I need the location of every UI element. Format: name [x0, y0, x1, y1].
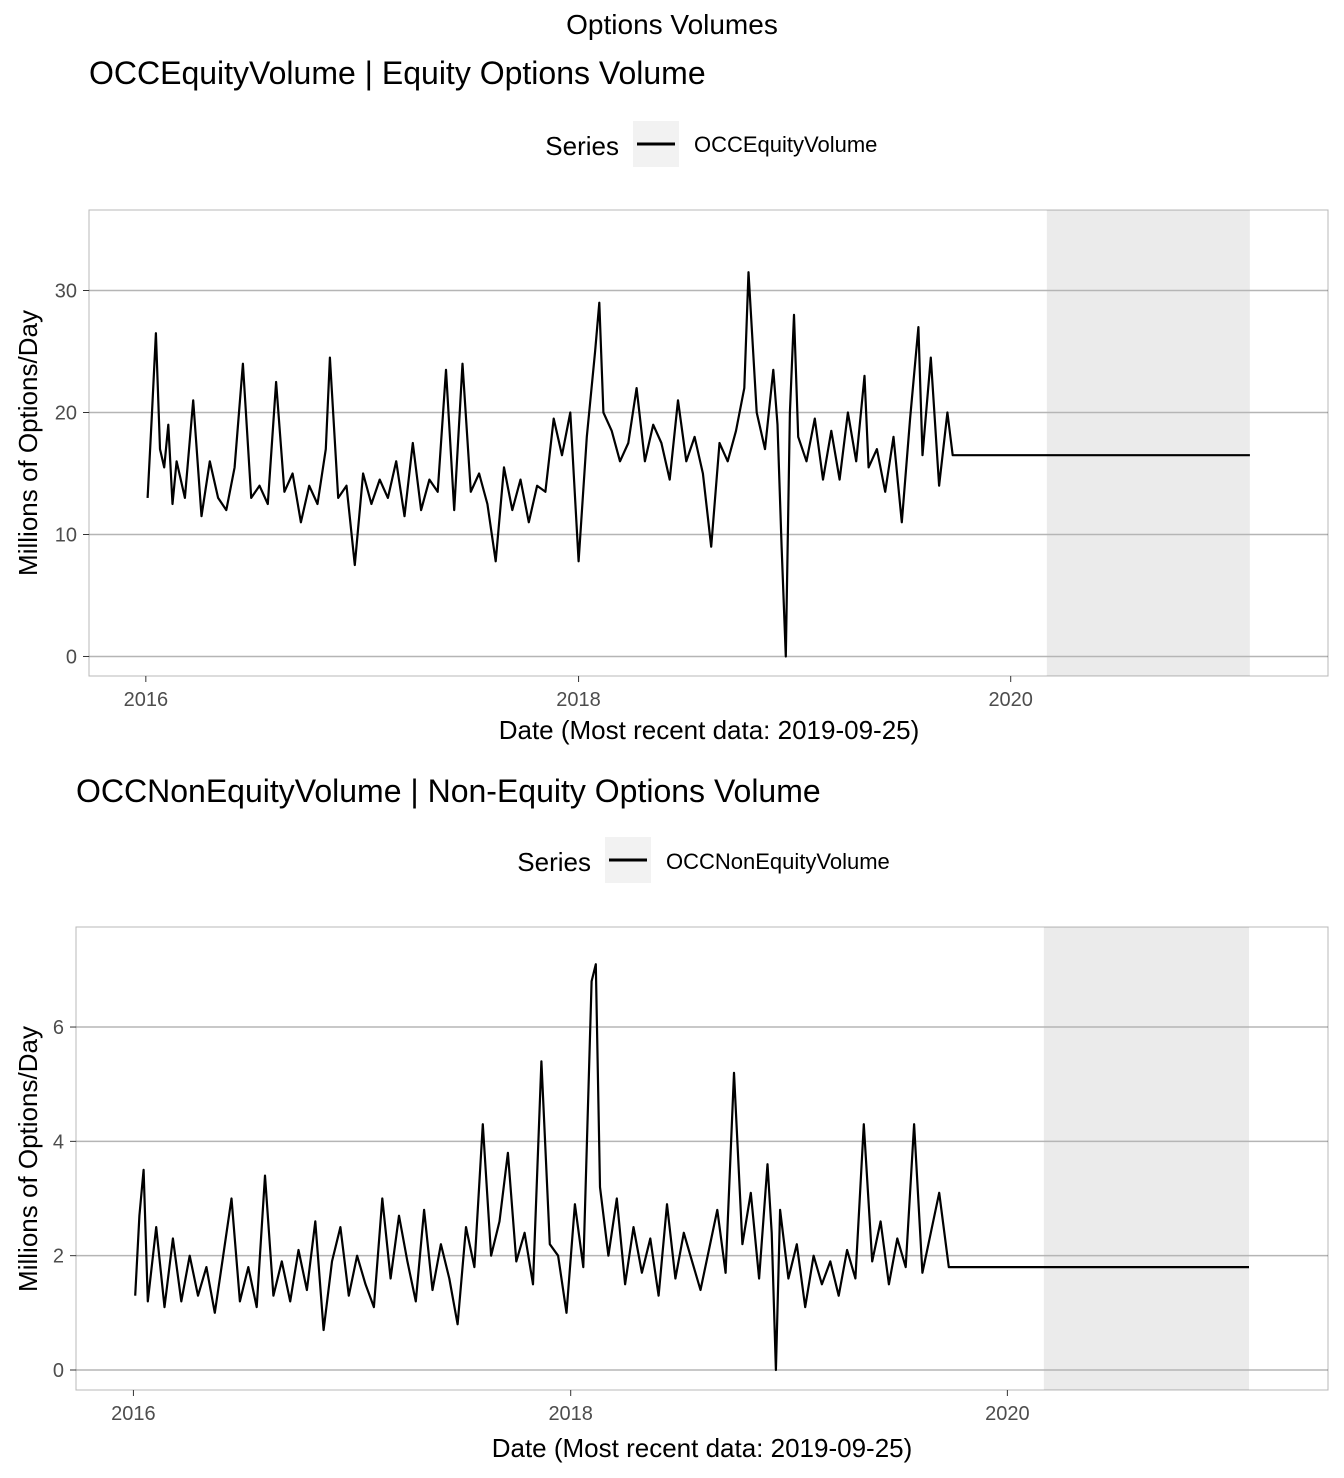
y-ticks: 0 10 20 30	[55, 281, 89, 668]
y-tick-label: 4	[53, 1131, 64, 1153]
series-line-OCCEquityVolume	[146, 271, 1250, 658]
x-axis-label: Date (Most recent data: 2019-09-25)	[499, 715, 920, 745]
x-tick-label: 2018	[548, 1403, 593, 1425]
legend: Series OCCEquityVolume	[545, 121, 877, 167]
data-line-group	[146, 271, 1250, 658]
gridlines	[89, 289, 1328, 658]
y-tick-label: 6	[53, 1017, 64, 1039]
panel-non-equity: OCCNonEquityVolume | Non-Equity Options …	[13, 773, 1329, 1463]
legend-label: OCCEquityVolume	[694, 132, 877, 157]
y-axis-label: Millions of Options/Day	[13, 1026, 43, 1292]
plot-border	[75, 926, 1329, 1391]
series-line-OCCNonEquityVolume	[134, 963, 1249, 1372]
x-tick-label: 2020	[985, 1403, 1030, 1425]
shaded-region	[1046, 210, 1250, 676]
x-tick-label: 2016	[124, 689, 169, 711]
panel-equity: OCCEquityVolume | Equity Options Volume …	[13, 55, 1329, 745]
figure-title: Options Volumes	[566, 9, 778, 40]
legend-title: Series	[545, 131, 619, 161]
plot-border	[88, 209, 1329, 677]
legend: Series OCCNonEquityVolume	[517, 837, 890, 883]
y-tick-label: 20	[55, 403, 77, 425]
x-tick-label: 2020	[988, 689, 1033, 711]
y-tick-label: 0	[66, 646, 77, 668]
gridlines	[76, 1026, 1328, 1371]
y-tick-label: 0	[53, 1360, 64, 1382]
panel-title: OCCEquityVolume | Equity Options Volume	[89, 55, 706, 91]
y-axis-label: Millions of Options/Day	[13, 310, 43, 576]
y-ticks: 0 2 4 6	[53, 1017, 76, 1382]
x-tick-label: 2018	[556, 689, 601, 711]
legend-label: OCCNonEquityVolume	[666, 849, 890, 874]
x-ticks: 2016 2018 2020	[124, 676, 1033, 711]
y-tick-label: 30	[55, 281, 77, 303]
panel-title: OCCNonEquityVolume | Non-Equity Options …	[76, 773, 821, 809]
y-tick-label: 10	[55, 524, 77, 546]
legend-title: Series	[517, 847, 591, 877]
x-axis-label: Date (Most recent data: 2019-09-25)	[492, 1433, 913, 1463]
y-tick-label: 2	[53, 1246, 64, 1268]
x-ticks: 2016 2018 2020	[111, 1390, 1030, 1425]
data-line-group	[134, 963, 1249, 1372]
shaded-region	[1043, 927, 1250, 1390]
x-tick-label: 2016	[111, 1403, 156, 1425]
